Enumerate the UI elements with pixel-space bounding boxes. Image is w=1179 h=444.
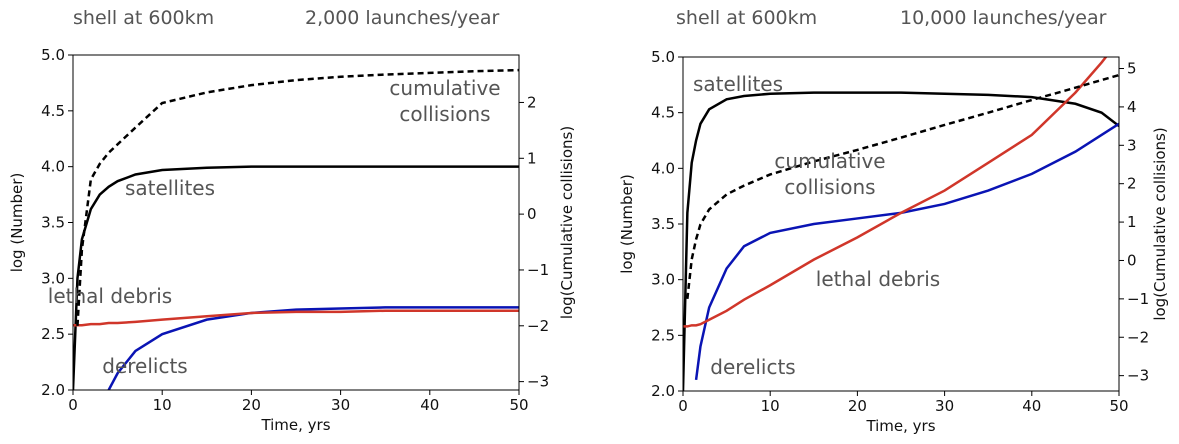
series-label: cumulative collisions xyxy=(389,76,501,126)
chart-subtitle: 10,000 launches/year xyxy=(900,7,1107,29)
y2-tick-label: 0 xyxy=(1127,251,1137,269)
series-line xyxy=(686,73,1119,299)
series-line xyxy=(73,309,519,327)
plot-frame xyxy=(72,54,520,391)
y2-axis-label: log(Cumulative collisions) xyxy=(558,126,576,319)
series-label: cumulative collisions xyxy=(774,149,886,199)
y-tick-label: 3.0 xyxy=(41,269,65,287)
y2-tick-label: 4 xyxy=(1127,98,1137,116)
y2-tick-label: −1 xyxy=(1127,290,1149,308)
chart-title: shell at 600km xyxy=(73,7,214,29)
x-axis-label: Time, yrs xyxy=(260,416,330,434)
x-tick-label: 40 xyxy=(1022,397,1041,415)
y2-tick-label: −1 xyxy=(527,261,549,279)
y-tick-label: 2.0 xyxy=(651,382,675,400)
y-tick-label: 4.5 xyxy=(651,104,675,122)
series-label: lethal debris xyxy=(815,267,941,291)
x-tick-label: 10 xyxy=(153,396,172,414)
chart-subtitle: 2,000 launches/year xyxy=(305,7,499,29)
y2-tick-label: 1 xyxy=(1127,213,1137,231)
plot-frame xyxy=(682,56,1120,392)
x-axis-label: Time, yrs xyxy=(865,417,935,435)
x-tick-label: 10 xyxy=(761,397,780,415)
y-tick-label: 2.0 xyxy=(41,381,65,399)
chart-title: shell at 600km xyxy=(676,7,817,29)
y2-tick-label: −2 xyxy=(527,317,549,335)
y-tick-label: 3.5 xyxy=(41,214,65,232)
x-tick-label: 50 xyxy=(509,396,528,414)
x-tick-label: 0 xyxy=(678,397,688,415)
y-tick-label: 2.5 xyxy=(651,326,675,344)
x-tick-label: 40 xyxy=(420,396,439,414)
y-tick-label: 3.5 xyxy=(651,215,675,233)
y-axis-label: log (Number) xyxy=(8,173,26,273)
series-label: derelicts xyxy=(710,355,796,379)
y-tick-label: 5.0 xyxy=(651,48,675,66)
y-tick-label: 3.0 xyxy=(651,271,675,289)
y-tick-label: 4.0 xyxy=(41,158,65,176)
series-label: satellites xyxy=(124,176,216,200)
x-tick-label: 0 xyxy=(68,396,78,414)
series-line xyxy=(76,68,519,326)
series-label: satellites xyxy=(692,72,784,96)
x-tick-label: 20 xyxy=(242,396,261,414)
y2-tick-label: −3 xyxy=(527,373,549,391)
y-tick-label: 4.0 xyxy=(651,159,675,177)
y2-tick-label: 2 xyxy=(1127,175,1137,193)
y2-tick-label: 1 xyxy=(527,149,537,167)
y2-tick-label: 3 xyxy=(1127,136,1137,154)
y2-tick-label: 2 xyxy=(527,93,537,111)
y2-tick-label: 0 xyxy=(527,205,537,223)
y2-axis-label: log(Cumulative collisions) xyxy=(1151,127,1169,320)
x-tick-label: 50 xyxy=(1109,397,1128,415)
x-tick-label: 20 xyxy=(848,397,867,415)
x-tick-label: 30 xyxy=(935,397,954,415)
series-label: derelicts xyxy=(102,354,188,378)
y-tick-label: 2.5 xyxy=(41,325,65,343)
x-tick-label: 30 xyxy=(331,396,350,414)
series-label: lethal debris xyxy=(47,284,173,308)
series-line xyxy=(73,165,519,390)
y2-tick-label: 5 xyxy=(1127,60,1137,78)
y-axis-label: log (Number) xyxy=(618,174,636,274)
series-line xyxy=(694,122,1119,381)
y-tick-label: 4.5 xyxy=(41,102,65,120)
series-line xyxy=(683,57,1108,328)
y2-tick-label: −2 xyxy=(1127,328,1149,346)
y-tick-label: 5.0 xyxy=(41,46,65,64)
y2-tick-label: −3 xyxy=(1127,367,1149,385)
